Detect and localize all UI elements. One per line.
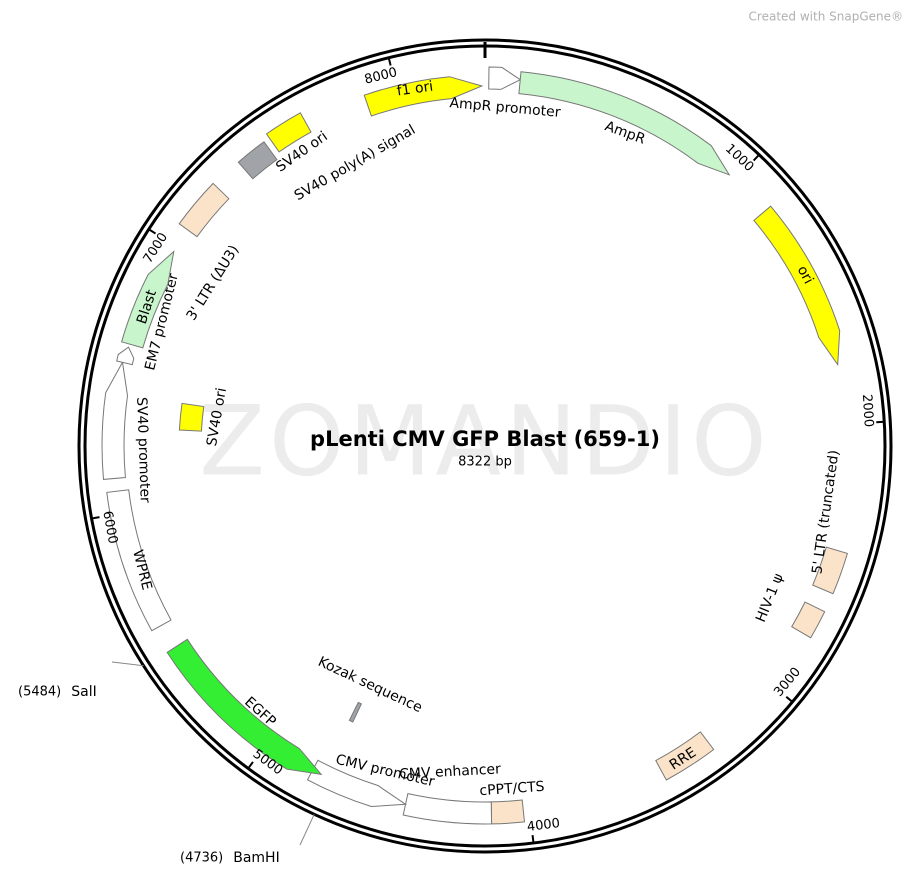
feature-label: 3' LTR (ΔU3) (184, 243, 243, 324)
feature-label: AmpR promoter (449, 95, 561, 121)
feature-label: SV40 poly(A) signal (292, 122, 418, 204)
feature (265, 112, 312, 153)
enzyme-line (111, 661, 144, 667)
feature (812, 546, 849, 595)
feature-label: ori (794, 263, 817, 287)
feature-label: SV40 promoter (133, 397, 153, 503)
feature (402, 793, 493, 825)
tick-mark (91, 516, 100, 520)
tick-mark (752, 154, 760, 162)
feature (237, 141, 278, 180)
feature (488, 66, 522, 90)
watermark: ZOMANDIO (199, 385, 770, 497)
tick-label: 4000 (526, 816, 561, 835)
tick-mark (387, 57, 392, 66)
feature-label: HIV-1 ψ (753, 571, 787, 624)
enzyme-position: (5484) (18, 685, 61, 700)
feature-label: cPPT/CTS (479, 779, 545, 800)
feature (363, 76, 484, 117)
feature-label: CMV enhancer (399, 761, 502, 782)
tick-mark (148, 228, 157, 235)
feature (120, 250, 175, 349)
size: 8322 bp (458, 455, 512, 470)
tick-label: 8000 (363, 65, 399, 88)
feature (166, 638, 323, 776)
enzyme-line (299, 814, 315, 846)
title: pLenti CMV GFP Blast (659-1) (310, 427, 660, 451)
feature (518, 71, 731, 176)
feature (106, 489, 172, 632)
feature (655, 731, 715, 781)
feature (490, 799, 526, 825)
enzyme-position: (4736) (180, 851, 223, 866)
feature (101, 360, 129, 480)
tick-mark (785, 696, 794, 703)
feature (116, 346, 135, 366)
feature (178, 182, 230, 238)
tick-label: 2000 (859, 394, 876, 428)
enzyme-name: BamHI (233, 850, 279, 866)
feature (791, 601, 826, 639)
tick-mark (531, 834, 535, 844)
feature (348, 701, 363, 723)
backbone-inner (77, 38, 893, 854)
feature-label: Kozak sequence (315, 654, 424, 716)
tick-mark (247, 761, 254, 769)
feature (753, 205, 841, 367)
feature-label: f1 ori (396, 79, 434, 100)
feature (178, 402, 205, 432)
credit: Created with SnapGene® (749, 10, 903, 24)
tick-label: 6000 (99, 510, 120, 545)
enzyme-name: SalI (71, 684, 96, 700)
